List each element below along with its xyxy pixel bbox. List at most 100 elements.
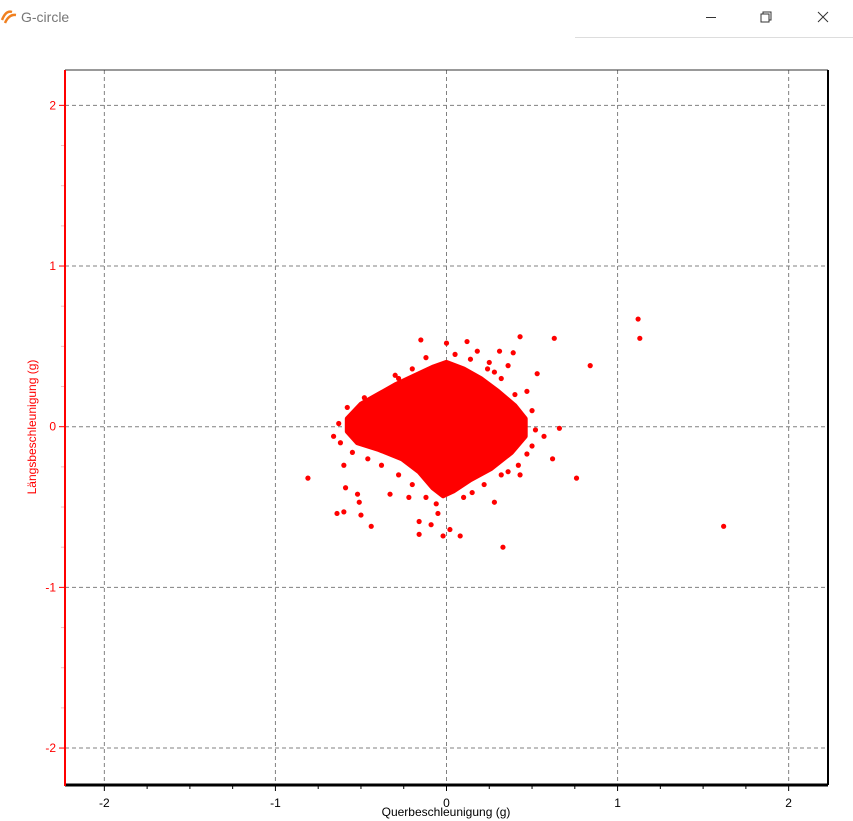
data-point <box>344 404 350 411</box>
data-point <box>334 510 340 517</box>
data-point <box>461 494 467 500</box>
app-logo-icon <box>0 10 17 24</box>
data-point <box>484 366 491 372</box>
data-point <box>498 375 504 382</box>
data-point <box>365 456 371 462</box>
ticks <box>59 104 790 791</box>
dense-point-cluster <box>344 359 528 499</box>
data-point <box>447 526 453 533</box>
data-point <box>423 355 429 361</box>
restore-button[interactable] <box>743 0 789 34</box>
data-point <box>337 440 344 446</box>
data-point <box>416 531 422 537</box>
data-point <box>409 366 415 372</box>
grid <box>65 70 828 785</box>
minimize-icon <box>706 16 716 18</box>
minimize-button[interactable] <box>688 0 734 34</box>
x-tick-label: 2 <box>785 796 792 810</box>
data-point <box>486 359 492 366</box>
data-point <box>395 472 402 478</box>
data-point <box>409 481 415 488</box>
y-axis-label: Längsbeschleunigung (g) <box>25 360 39 495</box>
y-tick-label: 0 <box>49 420 56 434</box>
x-axis-label: Querbeschleunigung (g) <box>382 805 511 819</box>
data-point <box>637 335 643 341</box>
data-point <box>541 433 547 439</box>
data-point <box>464 338 470 345</box>
data-point <box>500 544 506 550</box>
plot-frame <box>64 69 829 787</box>
data-point <box>481 481 487 488</box>
data-point <box>635 316 641 322</box>
data-point <box>515 462 521 468</box>
data-point <box>341 509 347 515</box>
data-point <box>418 337 424 343</box>
y-tick-label: 2 <box>49 98 56 112</box>
data-point <box>423 494 429 500</box>
data-point <box>356 499 362 505</box>
close-button[interactable] <box>800 0 846 34</box>
close-icon <box>817 11 829 23</box>
data-point <box>428 522 434 528</box>
data-point <box>587 363 593 369</box>
data-point <box>305 475 311 481</box>
data-point <box>452 351 458 357</box>
data-point <box>387 491 393 497</box>
tick-labels: -2 -1 0 1 2 -2 -1 0 1 2 <box>45 98 792 810</box>
data-point <box>440 533 446 539</box>
data-point <box>443 340 450 346</box>
data-point <box>435 510 441 517</box>
data-point <box>524 451 530 457</box>
data-point <box>467 356 474 362</box>
data-point <box>510 350 516 356</box>
data-point <box>529 443 535 449</box>
data-point <box>524 388 530 394</box>
data-point <box>382 388 388 394</box>
x-tick-label: 0 <box>443 796 450 810</box>
x-tick-label: -1 <box>270 796 281 810</box>
data-point <box>474 348 480 354</box>
data-point <box>512 391 518 398</box>
data-point <box>342 485 349 491</box>
data-point <box>406 494 412 500</box>
data-point <box>378 462 385 468</box>
y-tick-label: -2 <box>45 741 56 755</box>
x-tick-label: 1 <box>614 796 621 810</box>
data-point <box>534 371 540 377</box>
data-point <box>517 472 523 478</box>
data-point <box>505 469 511 475</box>
data-point <box>368 523 374 529</box>
data-point <box>469 489 475 496</box>
data-point <box>549 456 556 462</box>
data-point <box>498 472 504 478</box>
data-point <box>392 372 398 378</box>
data-point <box>505 363 511 369</box>
divider <box>575 37 853 38</box>
scatter-points <box>305 316 727 550</box>
title-bar: G-circle <box>0 0 853 36</box>
data-point <box>556 425 563 431</box>
data-point <box>551 335 557 341</box>
data-point <box>416 518 422 525</box>
data-point <box>330 433 337 439</box>
window-title: G-circle <box>21 9 70 25</box>
data-point <box>517 334 523 340</box>
data-point <box>491 369 498 375</box>
data-point <box>433 501 439 507</box>
restore-icon <box>760 11 772 23</box>
data-point <box>532 427 539 433</box>
data-point <box>457 533 463 539</box>
data-point <box>529 408 535 414</box>
data-point <box>354 491 361 497</box>
data-point <box>395 375 402 382</box>
data-point <box>349 449 356 456</box>
data-point <box>358 512 364 518</box>
data-point <box>491 499 498 505</box>
data-point <box>349 411 356 417</box>
data-point <box>341 462 347 468</box>
data-point <box>721 523 727 529</box>
y-tick-label: 1 <box>49 259 56 273</box>
x-tick-label: -2 <box>99 796 110 810</box>
data-point <box>368 401 374 407</box>
